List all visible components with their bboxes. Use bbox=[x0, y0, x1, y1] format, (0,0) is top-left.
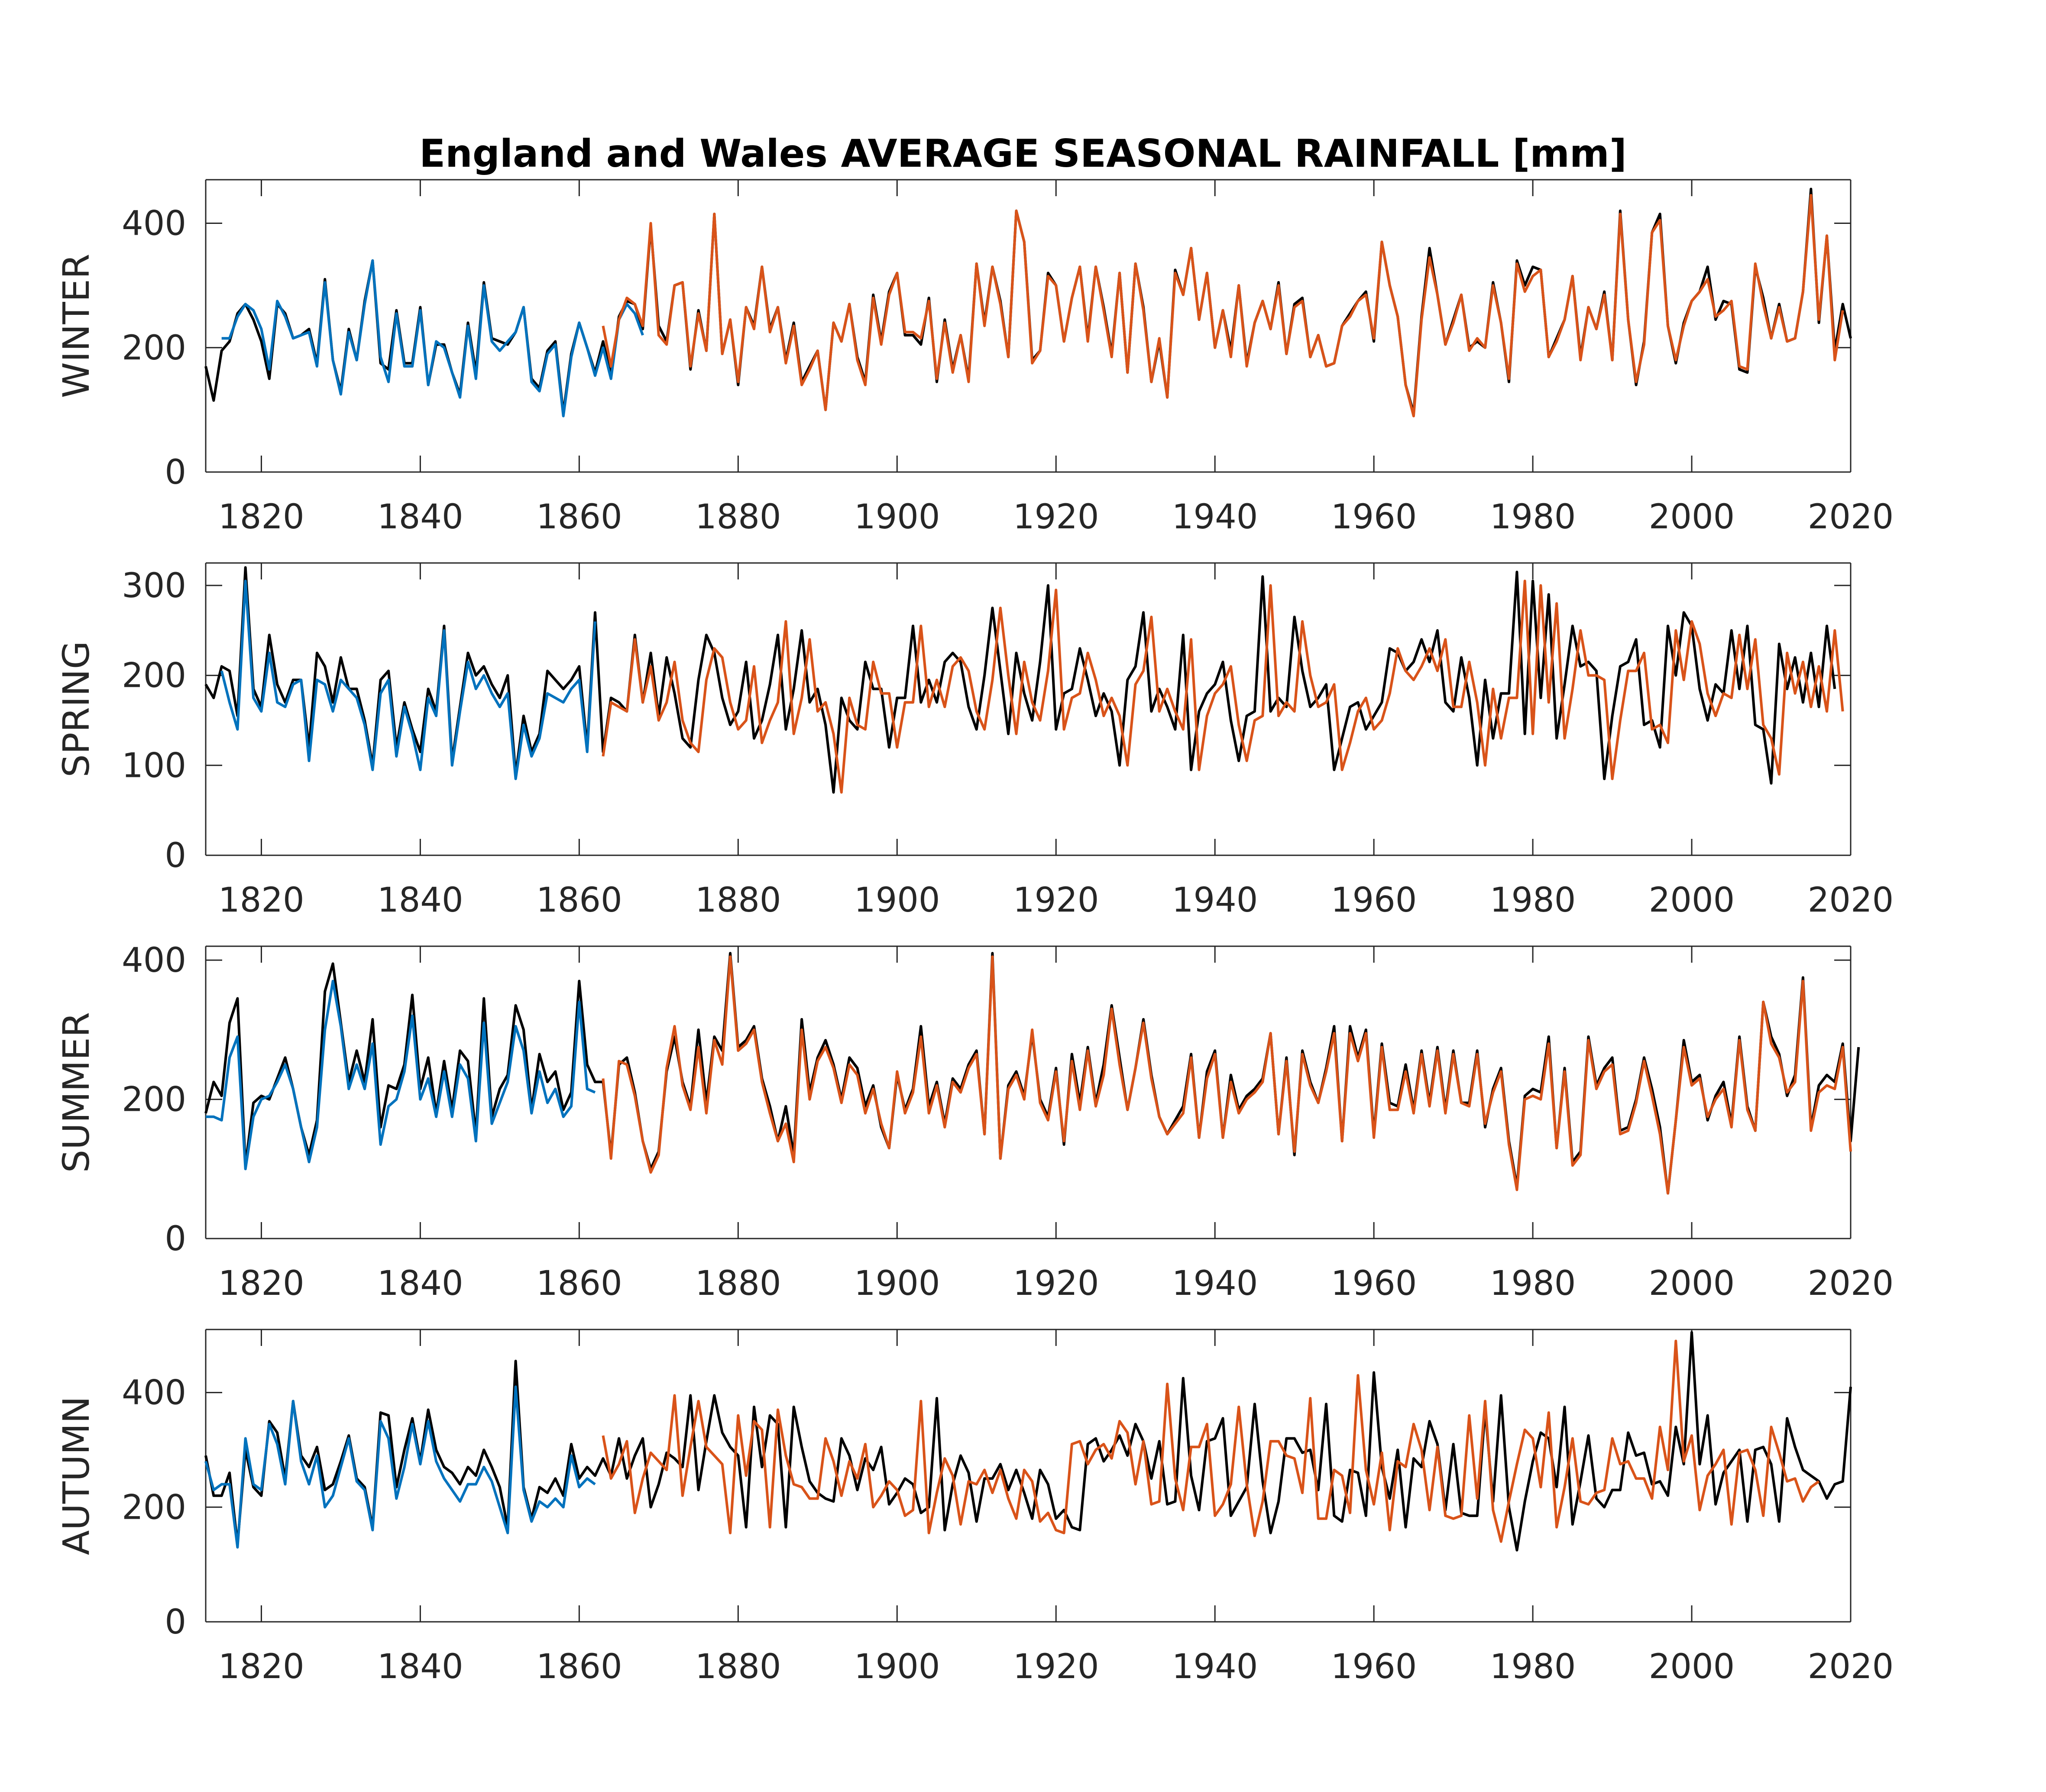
series-line-orange bbox=[602, 579, 1844, 794]
y-tick-label: 200 bbox=[122, 329, 186, 368]
series-line-black bbox=[204, 566, 1836, 794]
x-tick-label: 1820 bbox=[218, 1264, 304, 1303]
x-tick-label: 1880 bbox=[695, 881, 781, 920]
y-tick-label: 400 bbox=[122, 1374, 186, 1413]
y-tick-label: 200 bbox=[122, 1488, 186, 1527]
y-tick-label: 200 bbox=[122, 1080, 186, 1119]
y-axis-label: SPRING bbox=[55, 641, 97, 777]
series-line-orange bbox=[602, 955, 1852, 1195]
x-tick-label: 1980 bbox=[1490, 1647, 1576, 1686]
x-tick-label: 1920 bbox=[1013, 1647, 1099, 1686]
series-line-blue bbox=[206, 980, 596, 1171]
x-tick-label: 1880 bbox=[695, 498, 781, 537]
y-tick-label: 0 bbox=[165, 1603, 186, 1642]
x-tick-label: 1880 bbox=[695, 1647, 781, 1686]
x-tick-label: 1980 bbox=[1490, 1264, 1576, 1303]
y-tick-label: 400 bbox=[122, 204, 186, 243]
panel-autumn: 1820 1840 1860 1880 1900 1920 1940 1960 1980 2000… bbox=[55, 1329, 1894, 1686]
y-tick-label: 300 bbox=[122, 566, 186, 605]
panel-spring: 1820 1840 1860 1880 1900 1920 1940 1960 1980 2000… bbox=[55, 562, 1894, 920]
y-tick-label: 0 bbox=[165, 1219, 186, 1258]
x-tick-label: 1960 bbox=[1331, 1647, 1417, 1686]
x-tick-label: 1900 bbox=[854, 1264, 940, 1303]
x-tick-label: 1960 bbox=[1331, 498, 1417, 537]
x-tick-label: 1900 bbox=[854, 498, 940, 537]
x-tick-label: 2020 bbox=[1808, 1264, 1894, 1303]
chart-panels: 1820 1840 1860 1880 1900 1920 1940 1960 1980 2000… bbox=[55, 179, 1894, 1686]
x-tick-label: 2020 bbox=[1808, 498, 1894, 537]
x-tick-label: 1900 bbox=[854, 881, 940, 920]
x-tick-label: 1820 bbox=[218, 498, 304, 537]
x-tick-label: 1940 bbox=[1172, 1264, 1258, 1303]
series-line-blue bbox=[204, 1385, 596, 1549]
x-tick-label: 1820 bbox=[218, 881, 304, 920]
x-tick-label: 1940 bbox=[1172, 498, 1258, 537]
x-tick-label: 2000 bbox=[1649, 1647, 1735, 1686]
x-tick-label: 1920 bbox=[1013, 881, 1099, 920]
x-tick-label: 2000 bbox=[1649, 498, 1735, 537]
x-tick-label: 1840 bbox=[377, 881, 463, 920]
y-tick-label: 100 bbox=[122, 746, 186, 785]
x-tick-label: 1840 bbox=[377, 1264, 463, 1303]
x-tick-label: 1980 bbox=[1490, 881, 1576, 920]
series-line-blue bbox=[220, 579, 596, 780]
x-tick-label: 2000 bbox=[1649, 881, 1735, 920]
x-tick-label: 1920 bbox=[1013, 498, 1099, 537]
y-tick-label: 0 bbox=[165, 453, 186, 492]
x-tick-label: 1940 bbox=[1172, 881, 1258, 920]
x-tick-label: 1900 bbox=[854, 1647, 940, 1686]
x-tick-label: 1840 bbox=[377, 1647, 463, 1686]
y-tick-label: 400 bbox=[122, 941, 186, 980]
y-tick-label: 200 bbox=[122, 657, 186, 695]
x-tick-label: 1960 bbox=[1331, 881, 1417, 920]
series-line-orange bbox=[602, 1339, 1820, 1543]
x-tick-label: 1840 bbox=[377, 498, 463, 537]
x-tick-label: 2000 bbox=[1649, 1264, 1735, 1303]
x-tick-label: 1860 bbox=[536, 881, 622, 920]
x-tick-label: 1880 bbox=[695, 1264, 781, 1303]
x-tick-label: 1980 bbox=[1490, 498, 1576, 537]
y-tick-label: 0 bbox=[165, 836, 186, 875]
series-line-blue bbox=[221, 259, 644, 417]
y-axis-label: WINTER bbox=[55, 254, 97, 398]
series-line-black bbox=[204, 1331, 1852, 1552]
x-tick-label: 1820 bbox=[218, 1647, 304, 1686]
y-axis-label: SUMMER bbox=[55, 1012, 97, 1173]
x-tick-label: 2020 bbox=[1808, 881, 1894, 920]
x-tick-label: 2020 bbox=[1808, 1647, 1894, 1686]
y-axis-label: AUTUMN bbox=[55, 1396, 97, 1555]
panel-summer: 1820 1840 1860 1880 1900 1920 1940 1960 1980 2000… bbox=[55, 941, 1894, 1303]
series-line-orange bbox=[602, 194, 1844, 417]
x-tick-label: 1940 bbox=[1172, 1647, 1258, 1686]
x-tick-label: 1920 bbox=[1013, 1264, 1099, 1303]
x-tick-label: 1960 bbox=[1331, 1264, 1417, 1303]
panel-winter: 1820 1840 1860 1880 1900 1920 1940 1960 1980 2000… bbox=[55, 179, 1894, 537]
figure-title: England and Wales AVERAGE SEASONAL RAINF… bbox=[419, 131, 1627, 176]
x-tick-label: 1860 bbox=[536, 1647, 622, 1686]
x-tick-label: 1860 bbox=[536, 1264, 622, 1303]
x-tick-label: 1860 bbox=[536, 498, 622, 537]
